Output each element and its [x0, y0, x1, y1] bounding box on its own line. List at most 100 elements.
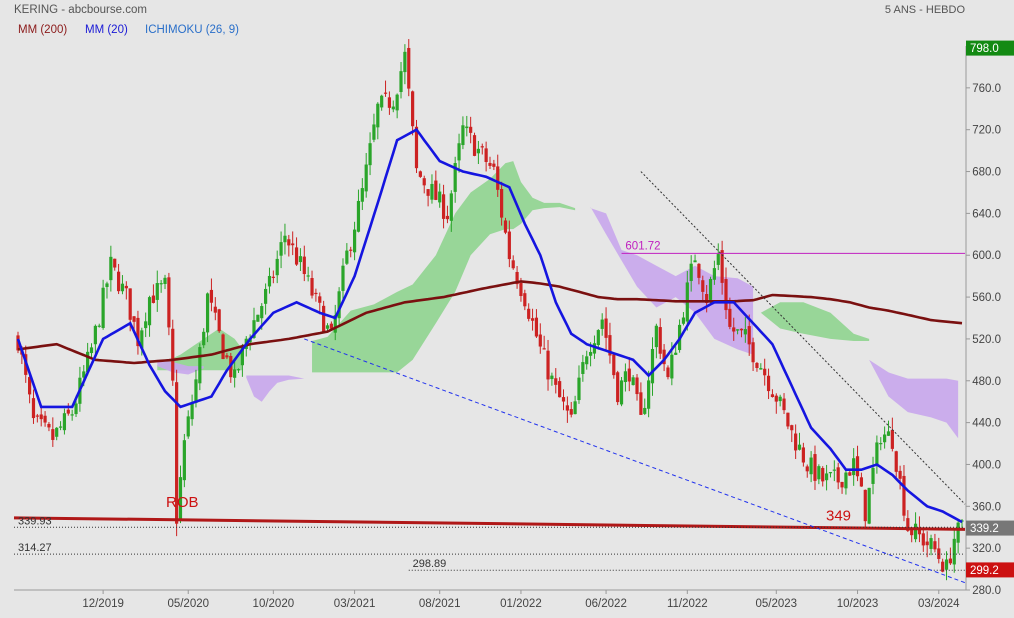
- price-tick-label: 520.0: [972, 334, 1001, 346]
- candle-body: [279, 242, 283, 256]
- candle-body: [302, 256, 306, 275]
- candle-body: [875, 442, 879, 466]
- support-rob-label: ROB: [166, 494, 199, 511]
- cloud-segment-6: [869, 359, 959, 439]
- candle-body: [546, 350, 550, 380]
- chart-period: 5 ANS - HEBDO: [885, 4, 966, 16]
- candle-body: [883, 434, 887, 443]
- candle-body: [457, 143, 461, 161]
- candle-body: [407, 47, 411, 89]
- candle-body: [712, 268, 716, 280]
- candle-body: [349, 249, 353, 251]
- candle-body: [329, 323, 333, 329]
- candle-body: [47, 423, 51, 428]
- candle-body: [658, 327, 662, 354]
- support-349-label: 349: [826, 507, 851, 524]
- candle-body: [333, 315, 337, 333]
- candle-body: [879, 443, 883, 445]
- candle-body: [917, 527, 922, 535]
- candle-body: [705, 294, 709, 303]
- time-axis-label: 05/2023: [756, 598, 798, 610]
- candle-body: [89, 347, 94, 354]
- mm200-line: [17, 280, 963, 365]
- candle-body: [213, 306, 217, 313]
- legend-ichimoku[interactable]: ICHIMOKU (26, 9): [145, 24, 239, 36]
- candle-body: [155, 283, 159, 300]
- price-tick-label: 400.0: [972, 459, 1001, 471]
- candle-body: [418, 171, 422, 177]
- candle-body: [674, 352, 678, 355]
- candle-body: [209, 289, 214, 303]
- candle-body: [728, 308, 732, 327]
- candle-body: [461, 125, 465, 146]
- candle-body: [693, 260, 697, 263]
- candle-body: [453, 163, 457, 192]
- candle-body: [503, 220, 508, 233]
- candle-body: [763, 368, 767, 376]
- low-price-tag: 299.2: [970, 565, 999, 577]
- candle-body: [198, 347, 202, 384]
- candle-body: [159, 283, 163, 285]
- candle-body: [341, 265, 345, 291]
- candle-body: [821, 468, 825, 482]
- candle-body: [202, 331, 206, 346]
- time-axis-label: 10/2020: [253, 598, 295, 610]
- candle-body: [240, 345, 244, 366]
- candle-body: [836, 467, 840, 483]
- candle-body: [639, 392, 643, 415]
- price-tick-label: 360.0: [972, 501, 1001, 513]
- candle-body: [314, 292, 318, 295]
- candle-body: [824, 473, 829, 481]
- price-axis-ticks: 280.0 320.0 360.0 400.0 440.0 480.0 520.0 560.0…: [966, 83, 1001, 597]
- candle-body: [600, 319, 604, 329]
- candle-body: [577, 377, 581, 401]
- time-axis-label: 01/2022: [500, 598, 542, 610]
- candle-body: [844, 472, 848, 489]
- candle-body: [732, 327, 736, 332]
- candle-body: [283, 235, 287, 243]
- candle-body: [724, 279, 728, 311]
- time-axis-label: 03/2024: [918, 598, 960, 610]
- candle-body: [116, 271, 121, 292]
- candle-body: [132, 316, 136, 322]
- legend-mm20[interactable]: MM (20): [85, 24, 128, 36]
- legend-mm200[interactable]: MM (200): [18, 24, 67, 36]
- candle-body: [128, 288, 132, 320]
- time-axis-labels: 12/2019 05/2020 10/2020 03/2021 08/2021 01/20…: [82, 590, 960, 610]
- time-axis-label: 08/2021: [419, 598, 461, 610]
- candle-body: [356, 200, 361, 232]
- candle-body: [565, 405, 569, 411]
- candle-body: [465, 126, 469, 129]
- candle-body: [271, 276, 275, 278]
- candle-body: [337, 291, 341, 319]
- candle-body: [387, 97, 392, 108]
- candle-body: [612, 354, 616, 376]
- candle-body: [175, 382, 179, 524]
- candle-body: [360, 188, 364, 202]
- candle-body: [689, 263, 693, 282]
- candle-body: [828, 472, 833, 474]
- candle-body: [496, 166, 500, 190]
- candle-body: [190, 402, 194, 420]
- candle-body: [298, 256, 303, 263]
- candle-body: [39, 414, 43, 420]
- last-price-tag: 798.0: [970, 43, 999, 55]
- candle-body: [511, 260, 515, 269]
- candle-body: [140, 330, 144, 349]
- candle-body: [236, 369, 241, 371]
- candle-body: [782, 398, 786, 411]
- candle-body: [51, 429, 55, 440]
- candle-body: [929, 538, 933, 549]
- candle-body: [832, 469, 836, 471]
- price-tick-label: 320.0: [972, 543, 1001, 555]
- candle-body: [623, 371, 628, 383]
- candle-body: [952, 538, 956, 565]
- candle-body: [144, 321, 148, 329]
- candle-body: [492, 163, 496, 167]
- upper-trendline: [640, 171, 966, 505]
- candle-body: [619, 380, 624, 405]
- candle-body: [948, 558, 952, 564]
- price-tick-label: 680.0: [972, 167, 1001, 179]
- cloud-segment-0: [312, 161, 576, 373]
